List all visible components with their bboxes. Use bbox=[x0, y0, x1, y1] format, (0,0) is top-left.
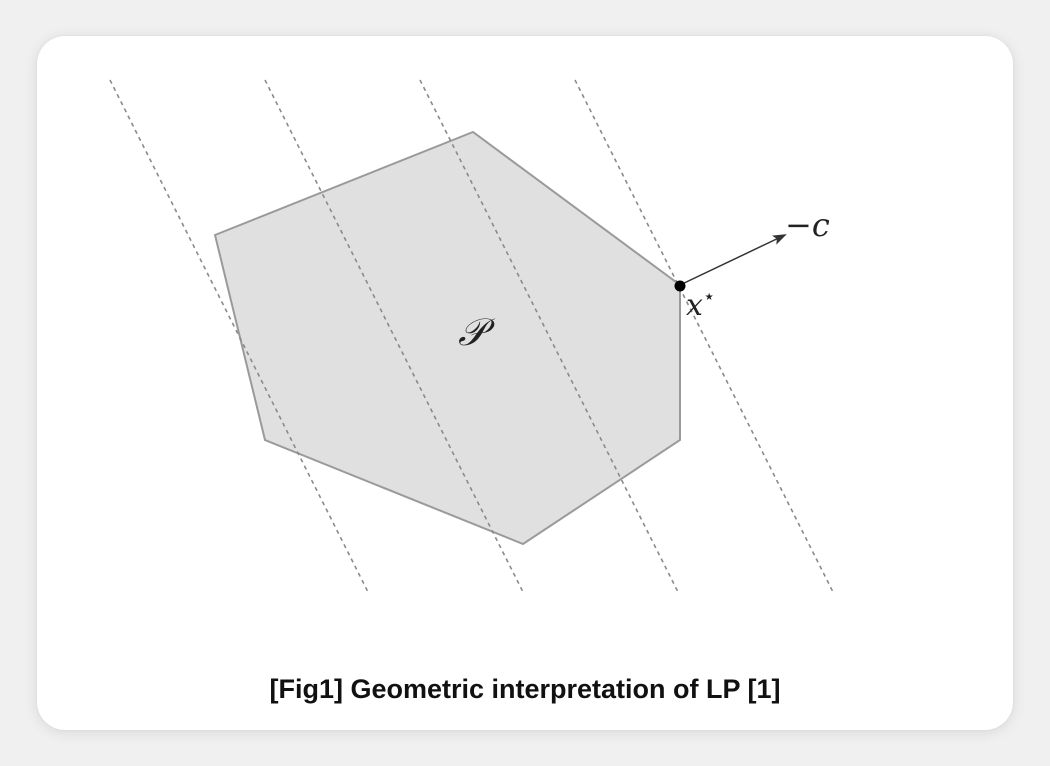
direction-label: −c bbox=[785, 206, 830, 244]
optimum-label-superscript: ⋆ bbox=[703, 284, 716, 308]
optimum-label: x⋆ bbox=[686, 284, 715, 323]
optimum-label-base: x bbox=[686, 288, 703, 323]
figure-caption: [Fig1] Geometric interpretation of LP [1… bbox=[269, 674, 781, 704]
feasible-polytope bbox=[213, 130, 681, 546]
objective-direction-arrow bbox=[679, 234, 787, 286]
optimum-point bbox=[674, 280, 686, 292]
